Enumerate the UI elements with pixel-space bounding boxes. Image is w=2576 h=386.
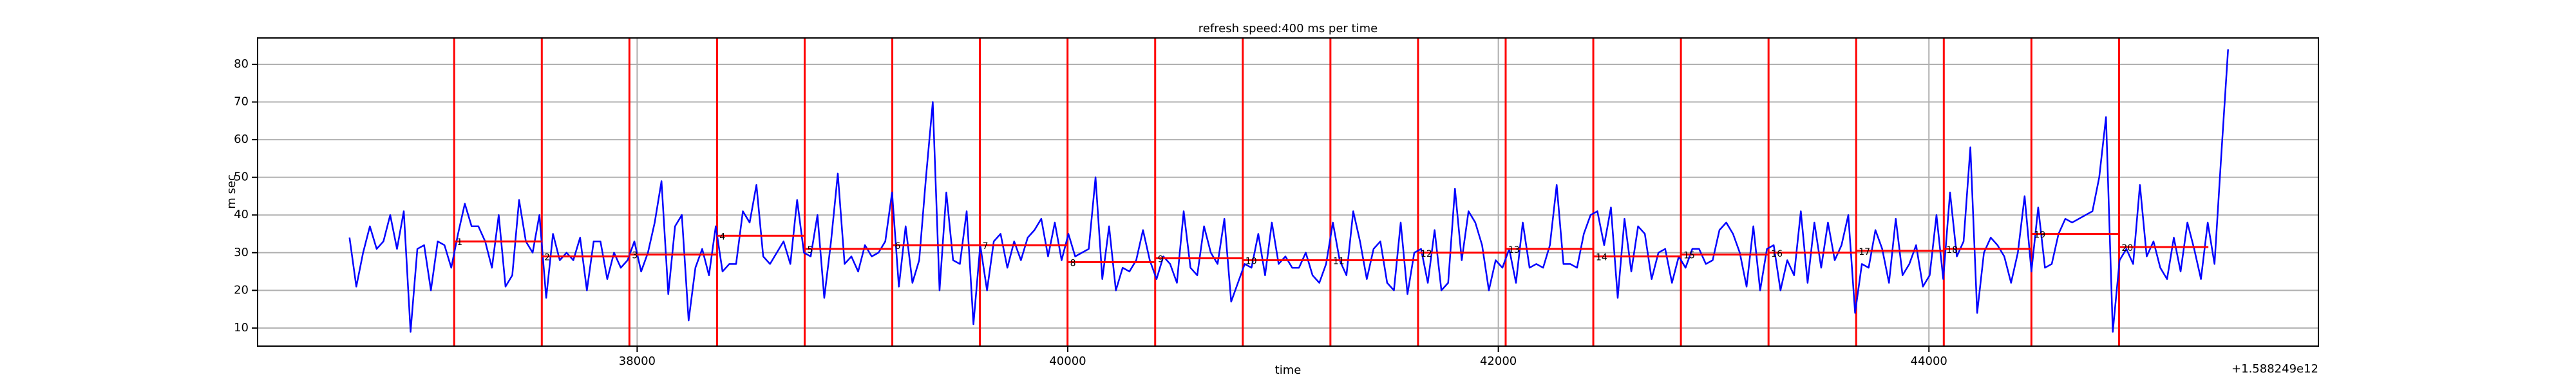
y-tick-label: 20 — [234, 283, 249, 297]
segment-label: 2 — [544, 253, 550, 263]
y-tick-label: 50 — [234, 170, 249, 184]
segment-label: 9 — [1158, 255, 1164, 265]
y-tick-label: 60 — [234, 133, 249, 146]
segment-label: 8 — [1070, 258, 1076, 268]
segment-label: 14 — [1596, 253, 1607, 263]
segment-label: 4 — [719, 232, 725, 242]
segment-label: 15 — [1683, 251, 1695, 261]
segment-label: 3 — [632, 251, 638, 261]
y-tick-label: 10 — [234, 321, 249, 335]
segment-label: 13 — [1508, 245, 1520, 255]
segment-label: 18 — [1946, 245, 1958, 255]
chart-title: refresh speed:400 ms per time — [1198, 22, 1378, 35]
segment-label: 19 — [2034, 230, 2045, 240]
plot-frame — [257, 37, 2319, 347]
segment-label: 1 — [457, 237, 462, 248]
x-tick-label: 40000 — [1049, 354, 1086, 368]
segment-label: 10 — [1245, 256, 1257, 266]
x-tick-label: 44000 — [1911, 354, 1947, 368]
segment-label: 11 — [1333, 256, 1345, 266]
segment-label: 12 — [1421, 249, 1432, 259]
segment-label: 17 — [1859, 247, 1870, 257]
segment-label: 7 — [983, 241, 989, 252]
segment-label: 16 — [1771, 249, 1783, 259]
x-axis-label: time — [1275, 363, 1302, 377]
data-line — [348, 49, 2230, 333]
x-tick-label: 38000 — [619, 354, 656, 368]
y-axis-label: m sec — [225, 174, 238, 209]
y-tick-label: 30 — [234, 246, 249, 259]
segment-label: 20 — [2121, 243, 2133, 253]
x-offset-label: +1.588249e12 — [2231, 362, 2318, 376]
y-tick-label: 70 — [234, 95, 249, 109]
segment-label: 6 — [895, 241, 901, 252]
y-tick-label: 80 — [234, 57, 249, 71]
segment-label: 5 — [807, 245, 813, 255]
y-tick-label: 40 — [234, 208, 249, 221]
x-tick-label: 42000 — [1480, 354, 1517, 368]
